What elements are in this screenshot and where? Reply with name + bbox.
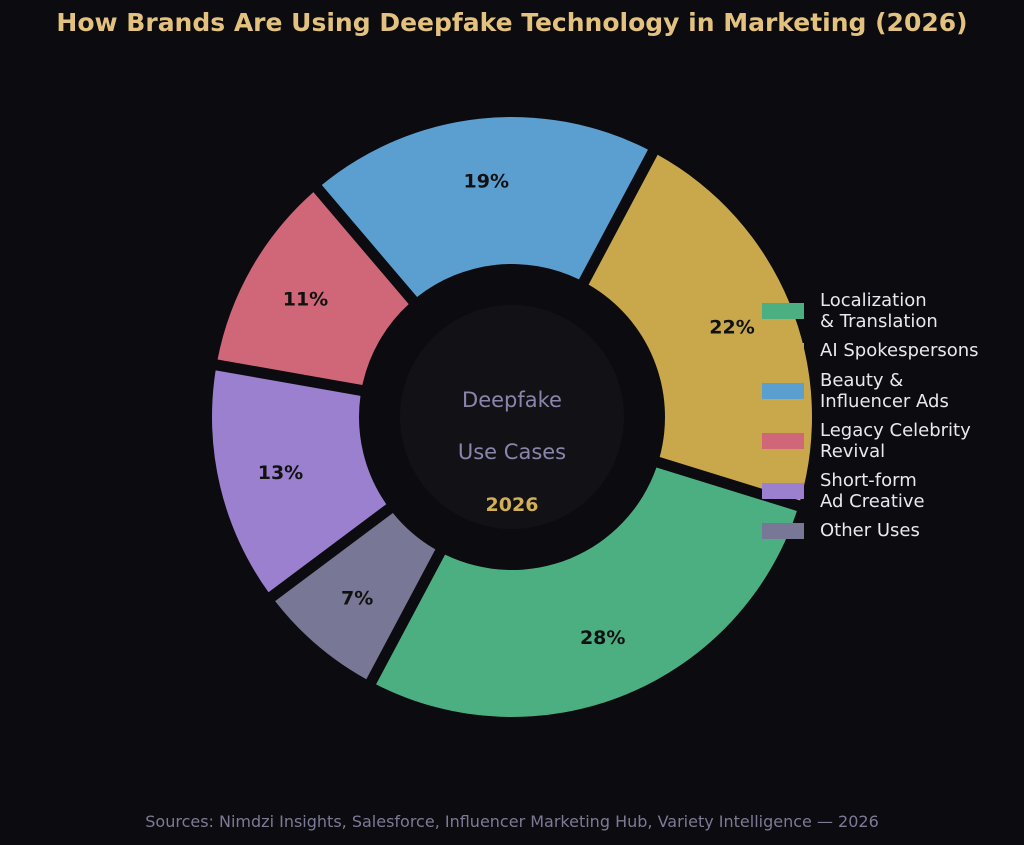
slice-label-ai-spokespersons: 22%	[709, 316, 754, 338]
slice-legacy-celebrity-revival	[217, 192, 409, 386]
slice-ai-spokespersons	[588, 154, 812, 501]
slice-label-short-form-ad-creative: 13%	[258, 462, 303, 484]
legend-swatch	[762, 303, 804, 319]
slice-labels-layer: 28% 22% 19% 11% 13% 7%	[258, 170, 755, 649]
slices-layer	[212, 117, 812, 717]
legend-label: Other Uses	[820, 520, 920, 541]
legend-swatch	[762, 383, 804, 399]
chart-title: How Brands Are Using Deepfake Technology…	[56, 8, 968, 37]
legend-label: AI Spokespersons	[820, 340, 979, 361]
legend-item-localization-translation: Localization & Translation	[762, 290, 1022, 332]
slice-short-form-ad-creative	[212, 370, 387, 593]
legend-label: Legacy Celebrity Revival	[820, 420, 971, 462]
center-disc	[400, 305, 624, 529]
legend-swatch	[762, 342, 804, 359]
slice-label-legacy-celebrity-revival: 11%	[283, 289, 328, 311]
slice-label-localization-translation: 28%	[580, 627, 625, 649]
legend-label: Short-form Ad Creative	[820, 470, 925, 512]
legend-label: Beauty & Influencer Ads	[820, 370, 949, 412]
legend-item-other-uses: Other Uses	[762, 520, 1022, 541]
slice-beauty-influencer-ads	[321, 117, 648, 297]
legend-item-legacy-celebrity-revival: Legacy Celebrity Revival	[762, 420, 1022, 462]
legend-item-ai-spokespersons: AI Spokespersons	[762, 340, 1022, 361]
legend-item-beauty-influencer-ads: Beauty & Influencer Ads	[762, 370, 1022, 412]
chart-source: Sources: Nimdzi Insights, Salesforce, In…	[145, 812, 879, 831]
slice-other-uses	[275, 512, 436, 680]
legend-swatch	[762, 433, 804, 449]
slice-label-beauty-influencer-ads: 19%	[464, 170, 509, 192]
legend-swatch	[762, 522, 804, 539]
center-text-line1: Deepfake	[462, 388, 562, 412]
slice-localization-translation	[376, 467, 797, 717]
legend-swatch	[762, 483, 804, 499]
center-year: 2026	[486, 494, 539, 516]
slice-label-other-uses: 7%	[341, 588, 373, 610]
center-text-line2: Use Cases	[458, 440, 566, 464]
legend-label: Localization & Translation	[820, 290, 938, 332]
legend-item-short-form-ad-creative: Short-form Ad Creative	[762, 470, 1022, 512]
